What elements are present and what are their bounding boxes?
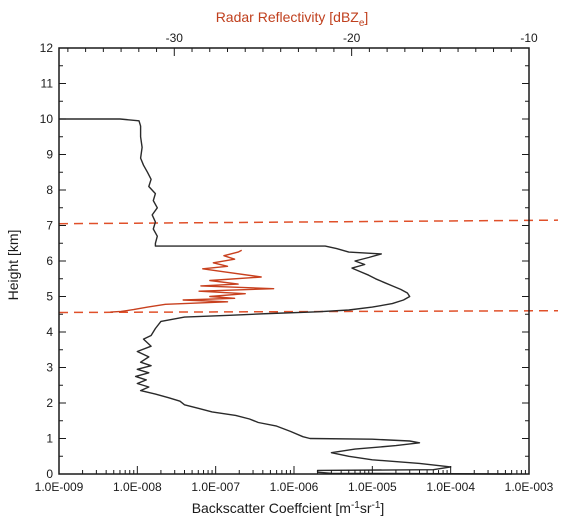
- y-axis-label: Height [km]: [5, 230, 21, 301]
- bottom-axis-label-end: ]: [380, 500, 384, 516]
- series-layer: [59, 118, 512, 475]
- y-tick-label: 12: [40, 41, 54, 55]
- bottom-axis-label-mid: sr: [360, 500, 372, 516]
- y-tick-label: 11: [41, 77, 54, 91]
- reference-line-2: [58, 309, 559, 314]
- y-tick-label: 3: [46, 361, 53, 375]
- y-tick-label: 1: [46, 432, 53, 446]
- y-tick-label: 2: [46, 396, 53, 410]
- reference-line-1: [58, 219, 559, 225]
- x-top-tick-label: -30: [166, 31, 184, 45]
- bottom-axis-label: Backscatter Coeffcient [m-1sr-1]: [192, 500, 385, 516]
- top-axis-label-main: Radar Reflectivity [dBZ: [216, 9, 360, 25]
- x-bottom-tick-label: 1.0E-006: [270, 480, 319, 494]
- x-bottom-tick-label: 1.0E-003: [505, 480, 554, 494]
- x-top-tick-label: -20: [343, 31, 361, 45]
- x-bottom-tick-label: 1.0E-005: [348, 480, 397, 494]
- bottom-axis-label-main: Backscatter Coeffcient [m: [192, 500, 351, 516]
- bottom-axis-label-sup2: -1: [372, 500, 381, 511]
- x-bottom-tick-label: 1.0E-004: [426, 480, 475, 494]
- reference-lines: [58, 219, 559, 314]
- y-tick-label: 7: [46, 219, 53, 233]
- y-tick-label: 8: [46, 183, 53, 197]
- x-bottom-tick-label: 1.0E-008: [113, 480, 162, 494]
- series-reflectivity-line: [110, 249, 275, 313]
- top-axis-label-end: ]: [364, 9, 368, 25]
- y-tick-label: 6: [46, 254, 53, 268]
- top-axis-label: Radar Reflectivity [dBZe]: [216, 9, 369, 29]
- bottom-axis-label-sup1: -1: [351, 500, 360, 511]
- x-bottom-tick-label: 1.0E-009: [35, 480, 84, 494]
- y-tick-label: 5: [46, 290, 53, 304]
- x-bottom-tick-label: 1.0E-007: [191, 480, 240, 494]
- top-axis-label-sub: e: [359, 18, 365, 29]
- series-backscatter-line: [59, 118, 512, 475]
- y-tick-label: 4: [46, 325, 53, 339]
- plot-frame: [58, 47, 530, 475]
- y-tick-label: 9: [46, 148, 53, 162]
- x-top-tick-label: -10: [520, 31, 538, 45]
- y-tick-label: 10: [40, 112, 54, 126]
- y-tick-label: 0: [46, 467, 53, 481]
